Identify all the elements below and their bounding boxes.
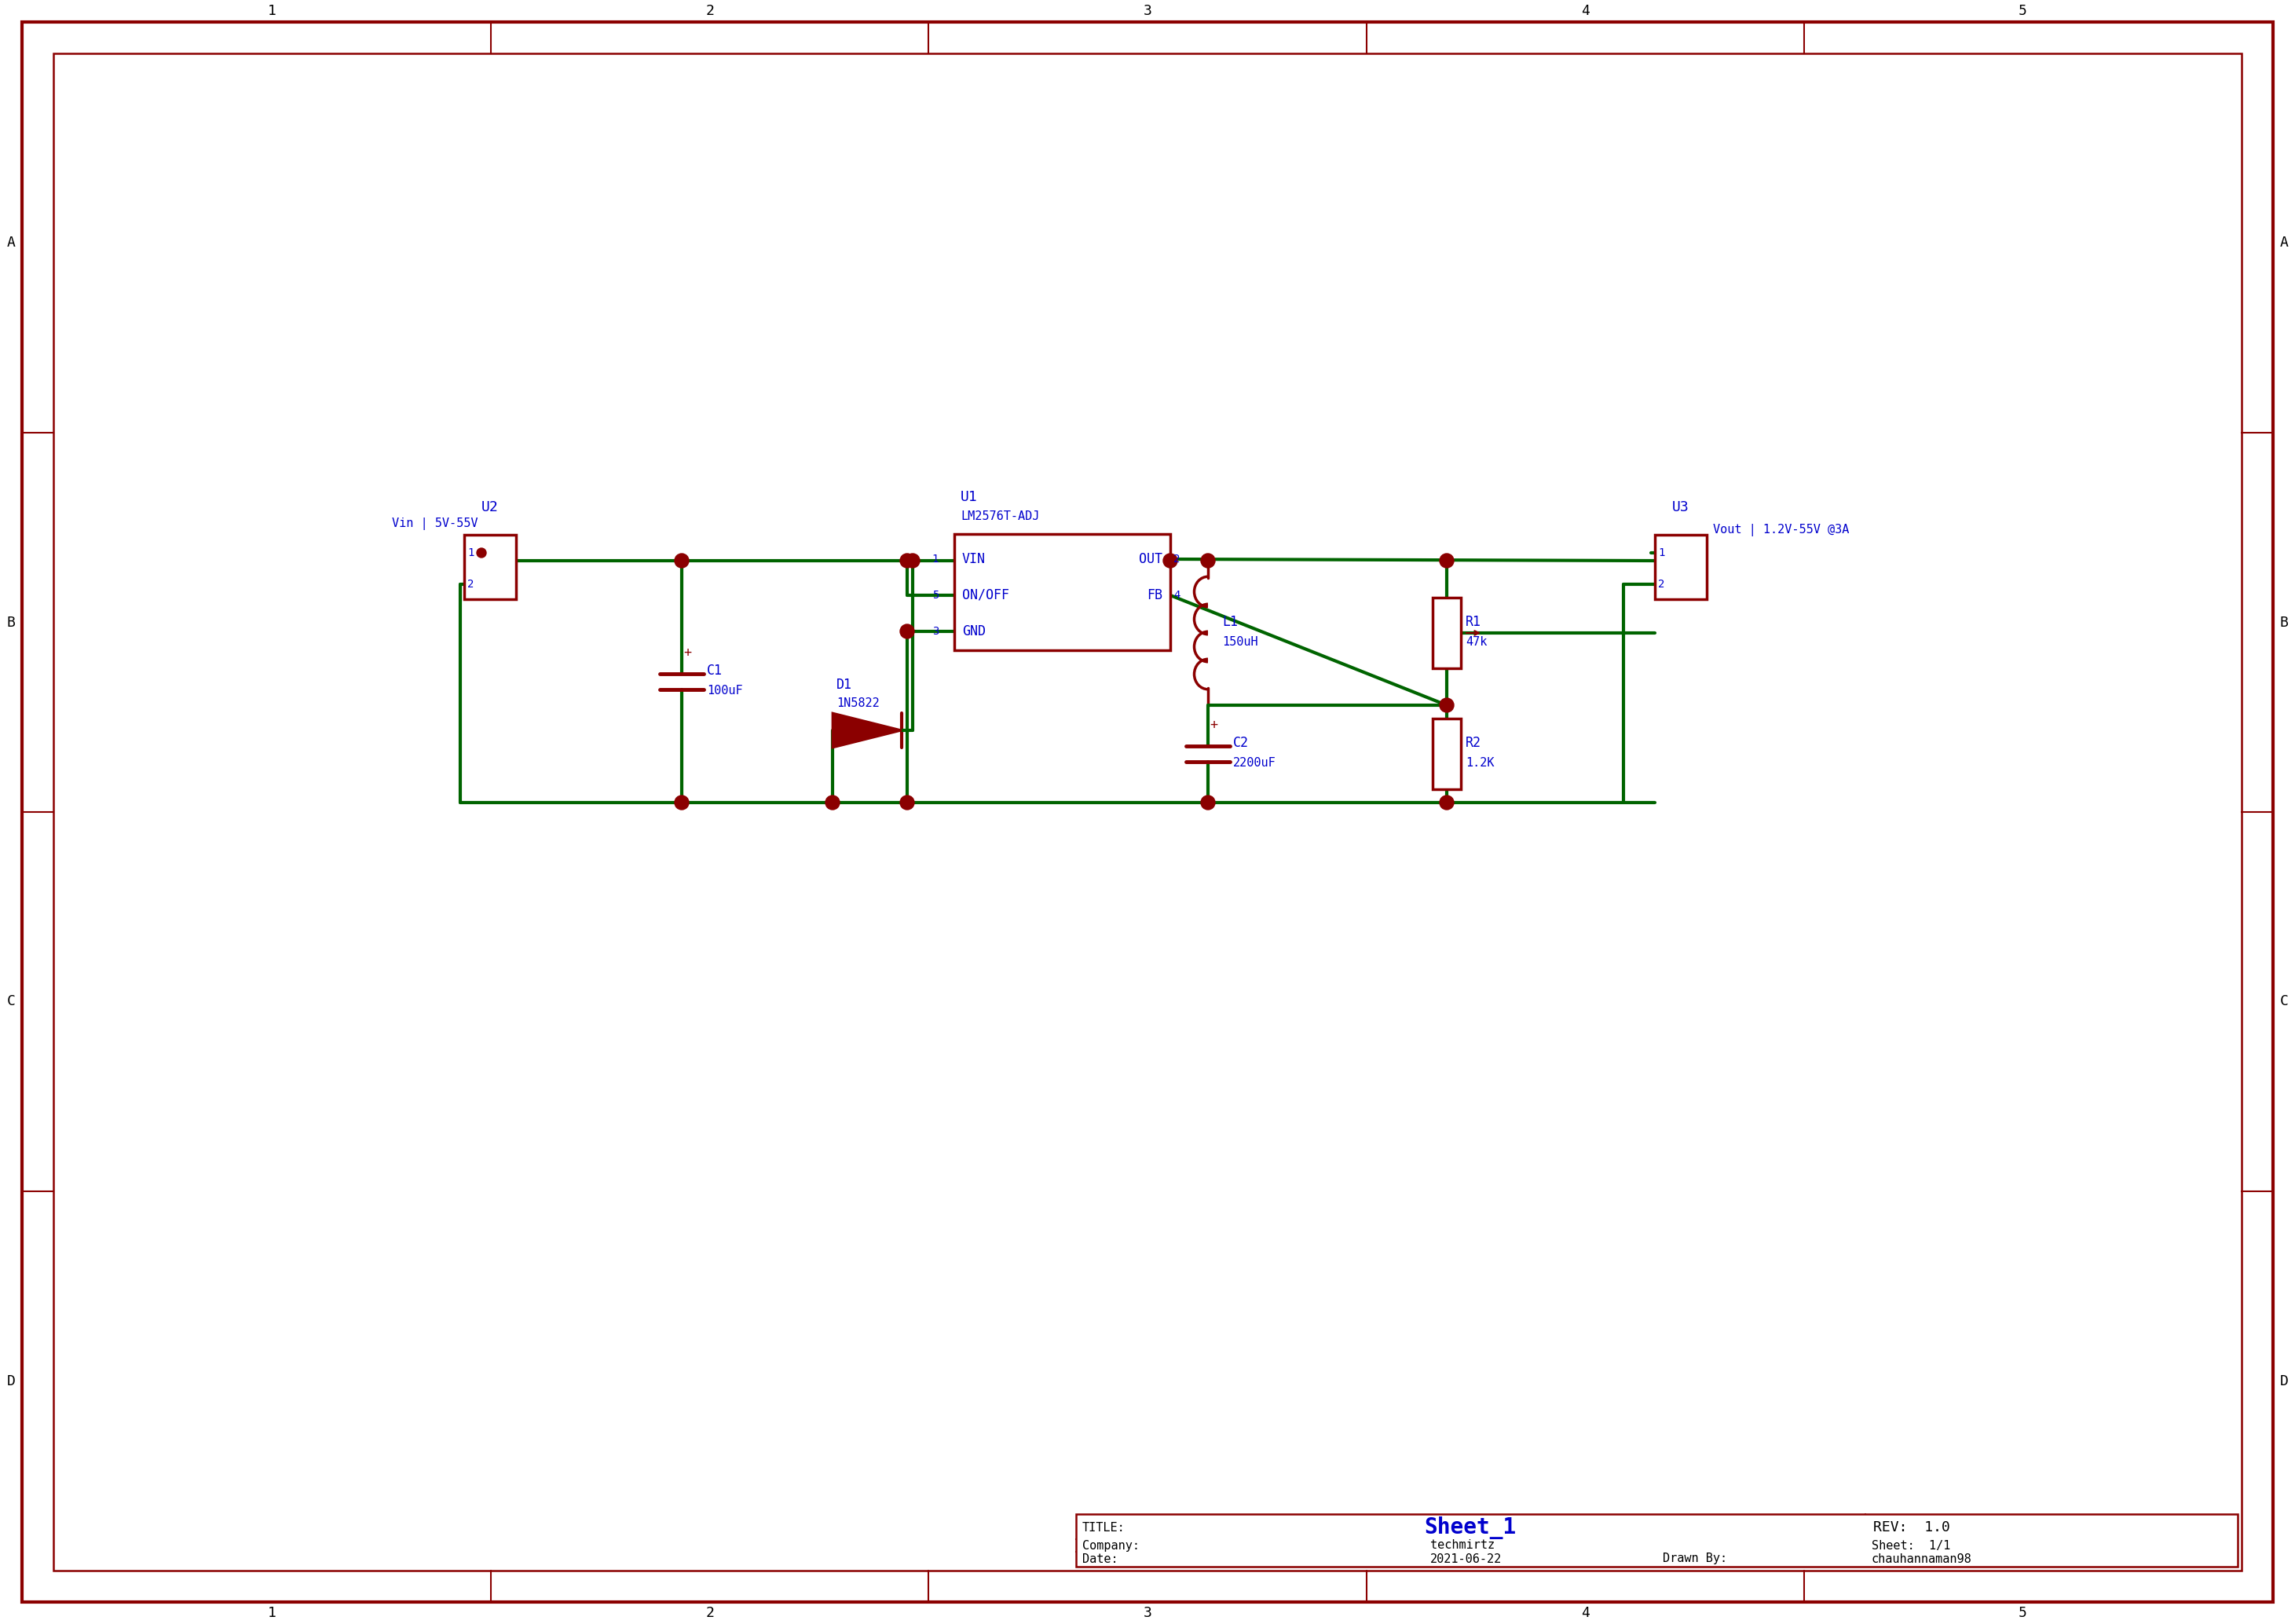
Text: A: A <box>7 235 16 250</box>
Text: Vin | 5V-55V: Vin | 5V-55V <box>392 518 477 529</box>
Text: OUT: OUT <box>1138 552 1164 567</box>
Text: ON/OFF: ON/OFF <box>962 588 1010 603</box>
Circle shape <box>477 549 487 557</box>
Text: D1: D1 <box>835 677 851 692</box>
Circle shape <box>900 796 913 810</box>
Bar <box>464 534 516 599</box>
Circle shape <box>1439 698 1453 713</box>
Text: 1.2K: 1.2K <box>1467 757 1494 770</box>
Circle shape <box>1200 796 1214 810</box>
Text: Date:: Date: <box>1083 1553 1118 1564</box>
Text: 1N5822: 1N5822 <box>835 698 879 710</box>
Text: 2200uF: 2200uF <box>1232 757 1276 770</box>
Text: Sheet_1: Sheet_1 <box>1425 1517 1517 1540</box>
Text: C2: C2 <box>1232 736 1248 750</box>
Text: U1: U1 <box>962 490 978 503</box>
Circle shape <box>826 796 840 810</box>
Text: GND: GND <box>962 624 987 638</box>
Text: 1: 1 <box>1657 547 1664 559</box>
Text: Vout | 1.2V-55V @3A: Vout | 1.2V-55V @3A <box>1712 525 1850 536</box>
Text: 2: 2 <box>1173 554 1180 565</box>
Bar <box>955 534 1170 650</box>
Text: 1: 1 <box>269 1606 275 1621</box>
Text: 3: 3 <box>1143 1606 1152 1621</box>
Text: 1: 1 <box>932 554 939 565</box>
Circle shape <box>907 554 920 568</box>
Bar <box>1432 598 1462 669</box>
Circle shape <box>900 554 913 568</box>
Circle shape <box>1439 554 1453 568</box>
Text: 1: 1 <box>468 547 473 559</box>
Text: A: A <box>2279 235 2288 250</box>
Text: 4: 4 <box>1581 1606 1590 1621</box>
Circle shape <box>900 624 913 638</box>
Text: C1: C1 <box>707 664 723 677</box>
Text: techmirtz: techmirtz <box>1430 1540 1494 1551</box>
Text: R2: R2 <box>1467 736 1480 750</box>
Text: LM2576T-ADJ: LM2576T-ADJ <box>962 510 1040 523</box>
Circle shape <box>1164 554 1177 568</box>
Text: +: + <box>1209 718 1216 732</box>
Text: L1: L1 <box>1223 615 1237 628</box>
Text: Company:: Company: <box>1083 1540 1141 1551</box>
Text: REV:  1.0: REV: 1.0 <box>1873 1520 1951 1535</box>
Text: U2: U2 <box>482 500 498 515</box>
Text: 2021-06-22: 2021-06-22 <box>1430 1553 1501 1564</box>
Text: C: C <box>2279 994 2288 1009</box>
Text: 4: 4 <box>1581 3 1590 18</box>
Text: B: B <box>7 615 16 630</box>
Text: Drawn By:: Drawn By: <box>1664 1553 1728 1564</box>
Text: 2: 2 <box>705 3 714 18</box>
Text: 5: 5 <box>2020 1606 2026 1621</box>
Text: B: B <box>2279 615 2288 630</box>
Circle shape <box>675 554 688 568</box>
Text: chauhannaman98: chauhannaman98 <box>1873 1553 1971 1564</box>
Text: U3: U3 <box>1673 500 1689 515</box>
Text: 5: 5 <box>2020 3 2026 18</box>
Bar <box>1076 1514 2238 1567</box>
Bar <box>1655 534 1707 599</box>
Text: VIN: VIN <box>962 552 987 567</box>
Text: +: + <box>684 645 691 659</box>
Text: TITLE:: TITLE: <box>1083 1522 1125 1533</box>
Bar <box>1432 718 1462 789</box>
Text: 100uF: 100uF <box>707 685 744 697</box>
Text: D: D <box>7 1374 16 1389</box>
Text: 3: 3 <box>1143 3 1152 18</box>
Text: 3: 3 <box>932 625 939 637</box>
Circle shape <box>675 796 688 810</box>
Text: Sheet:  1/1: Sheet: 1/1 <box>1873 1540 1951 1551</box>
Text: 4: 4 <box>1173 590 1180 601</box>
Text: 2: 2 <box>468 578 473 590</box>
Text: 2: 2 <box>1657 578 1664 590</box>
Text: 150uH: 150uH <box>1223 637 1258 648</box>
Text: C: C <box>7 994 16 1009</box>
Circle shape <box>1200 554 1214 568</box>
Text: D: D <box>2279 1374 2288 1389</box>
Text: 2: 2 <box>705 1606 714 1621</box>
Text: FB: FB <box>1148 588 1164 603</box>
Text: R1: R1 <box>1467 615 1480 628</box>
Text: 1: 1 <box>269 3 275 18</box>
Circle shape <box>1439 796 1453 810</box>
Text: 47k: 47k <box>1467 637 1487 648</box>
Text: 5: 5 <box>932 590 939 601</box>
Polygon shape <box>833 713 902 747</box>
